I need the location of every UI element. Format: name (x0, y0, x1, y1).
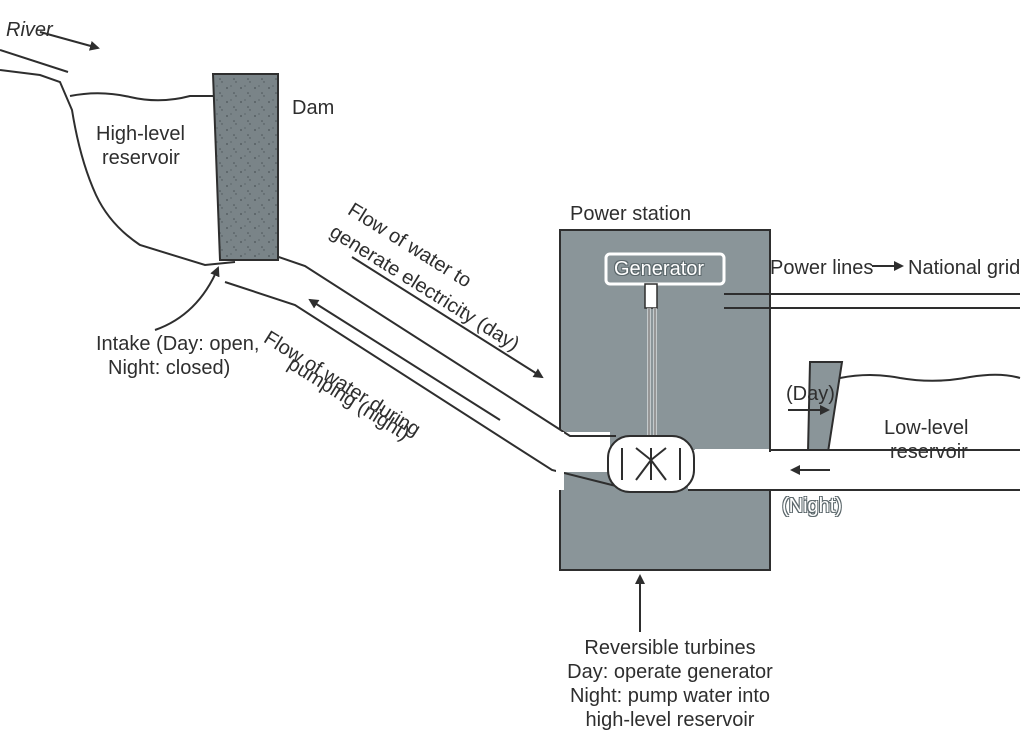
turbines-label-l2: Day: operate generator (540, 660, 800, 685)
low-reservoir-label-l1: Low-level (884, 416, 968, 441)
dam-label: Dam (292, 96, 334, 121)
high-reservoir-surface (70, 93, 213, 100)
river-line (0, 50, 68, 72)
power-station-label: Power station (570, 202, 691, 227)
intake-pointer-icon (155, 268, 218, 330)
turbines-label-l4: high-level reservoir (540, 708, 800, 733)
intake-label-l1: Intake (Day: open, (96, 332, 259, 357)
national-grid-label: National grid (908, 256, 1020, 281)
high-reservoir-label-l2: reservoir (102, 146, 180, 171)
low-dam (808, 362, 842, 452)
intake-label-l2: Night: closed) (108, 356, 230, 381)
dam-shape (213, 74, 278, 260)
high-reservoir-label-l1: High-level (96, 122, 185, 147)
generator-hub (645, 284, 657, 308)
low-reservoir-surface (840, 375, 1020, 381)
day-label: (Day) (786, 382, 835, 407)
power-lines-label: Power lines (770, 256, 873, 281)
night-label: (Night) (782, 494, 842, 519)
tailrace-pipe (688, 450, 1023, 490)
turbines-label-l3: Night: pump water into (540, 684, 800, 709)
river-label: River (6, 18, 53, 43)
low-reservoir-label-l2: reservoir (890, 440, 968, 465)
generator-label: Generator (614, 257, 704, 282)
turbines-label-l1: Reversible turbines (540, 636, 800, 661)
pumped-storage-diagram: River Dam High-level reservoir Intake (D… (0, 0, 1024, 735)
